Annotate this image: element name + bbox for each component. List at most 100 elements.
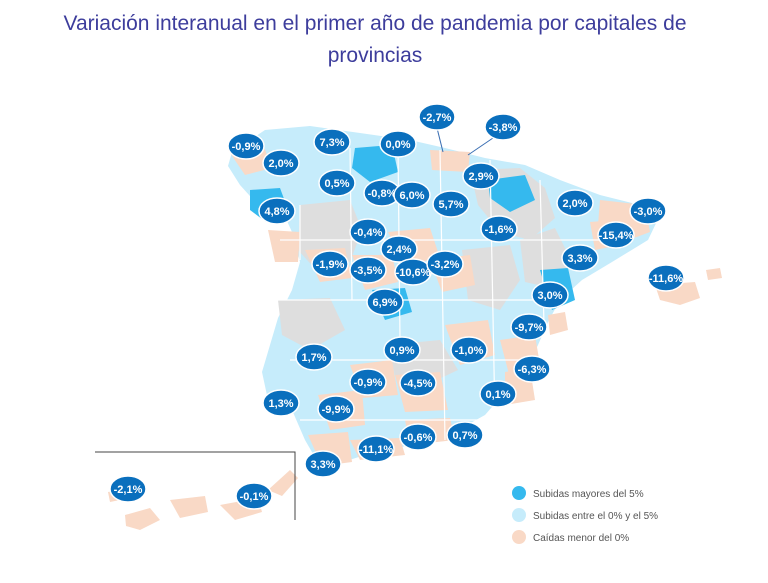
value-badge: -15,4% — [597, 221, 635, 249]
badge-value: -1,6% — [485, 224, 514, 236]
badge-value: 0,7% — [452, 430, 477, 442]
value-badge: -0,9% — [227, 132, 265, 160]
badge-bubble — [513, 355, 551, 383]
badge-bubble — [531, 281, 569, 309]
badge-value: -11,1% — [359, 444, 393, 456]
badge-value: 2,0% — [268, 158, 293, 170]
badge-value: -3,5% — [354, 265, 383, 277]
badge-bubble — [450, 336, 488, 364]
value-badge: -1,0% — [450, 336, 488, 364]
value-badge: 1,7% — [295, 343, 333, 371]
badge-value: 4,8% — [264, 206, 289, 218]
badge-bubble — [313, 128, 351, 156]
value-badge: -1,9% — [311, 250, 349, 278]
region-below0-pais-vasco — [430, 150, 470, 172]
legend-item: Subidas entre el 0% y el 5% — [512, 508, 658, 522]
badge-bubble — [304, 450, 342, 478]
badge-value: 3,3% — [310, 459, 335, 471]
region-nodata-aragon — [462, 245, 520, 310]
value-badge: -2,1% — [109, 475, 147, 503]
value-badge: 0,9% — [383, 336, 421, 364]
value-badge: -0,1% — [235, 482, 273, 510]
region-nodata-west — [278, 298, 345, 350]
badge-bubble — [317, 395, 355, 423]
value-badge: -1,6% — [480, 215, 518, 243]
value-badge: -9,7% — [510, 313, 548, 341]
badge-bubble — [399, 423, 437, 451]
badge-bubble — [366, 288, 404, 316]
legend-label: Caídas menor del 0% — [533, 533, 629, 544]
value-badge: -0,4% — [349, 218, 387, 246]
value-badge: -0,6% — [399, 423, 437, 451]
badge-value: 3,3% — [567, 253, 592, 265]
badge-value: -3,0% — [634, 206, 663, 218]
badge-value: 6,9% — [372, 297, 397, 309]
badge-bubble — [258, 197, 296, 225]
badge-bubble — [262, 149, 300, 177]
badge-bubble — [318, 169, 356, 197]
leader-line — [467, 137, 494, 156]
value-badge: 0,1% — [479, 380, 517, 408]
badge-bubble — [311, 250, 349, 278]
badge-value: -3,8% — [489, 122, 518, 134]
badge-bubble — [480, 215, 518, 243]
map-title: Variación interanual en el primer año de… — [63, 12, 687, 67]
badge-value: -6,3% — [518, 364, 547, 376]
value-badge: 3,0% — [531, 281, 569, 309]
badge-value: -0,9% — [232, 141, 261, 153]
badge-bubble — [393, 181, 431, 209]
canary-islands-frame — [95, 451, 296, 520]
value-badge: -9,9% — [317, 395, 355, 423]
badge-value: 2,0% — [562, 198, 587, 210]
badge-bubble — [446, 421, 484, 449]
badge-bubble — [479, 380, 517, 408]
value-badge: 2,4% — [380, 235, 418, 263]
value-badge: -0,9% — [349, 368, 387, 396]
value-badge: -6,3% — [513, 355, 551, 383]
badge-bubble — [647, 264, 685, 292]
badge-value: -0,9% — [354, 377, 383, 389]
badge-bubble — [426, 250, 464, 278]
value-badge: -3,5% — [349, 256, 387, 284]
badge-bubble — [561, 244, 599, 272]
badge-value: -2,7% — [423, 112, 452, 124]
value-badge: -3,0% — [629, 197, 667, 225]
badge-value: 0,5% — [324, 178, 349, 190]
value-badge: -11,1% — [357, 435, 395, 463]
badge-bubble — [357, 435, 395, 463]
badge-value: 1,7% — [301, 352, 326, 364]
legend: Subidas mayores del 5% Subidas entre el 0… — [512, 486, 658, 544]
value-badge: 2,0% — [556, 189, 594, 217]
region-canarias-1 — [125, 508, 160, 530]
badge-bubble — [629, 197, 667, 225]
badge-value: -11,6% — [649, 273, 683, 285]
legend-swatch — [512, 508, 526, 522]
value-badges: -0,9% 7,3% 0,0% -2,7% -3,8% 2,0% 0,5% -0,8% 6,0%… — [109, 103, 685, 510]
value-badge: -4,5% — [399, 369, 437, 397]
badge-bubble — [510, 313, 548, 341]
badge-value: -0,1% — [240, 491, 269, 503]
region-menorca — [706, 268, 722, 280]
province-border — [489, 159, 496, 421]
badge-bubble — [432, 190, 470, 218]
badge-bubble — [484, 113, 522, 141]
badge-bubble — [597, 221, 635, 249]
value-badge: -3,2% — [426, 250, 464, 278]
region-canarias-4 — [268, 470, 298, 496]
legend-label: Subidas entre el 0% y el 5% — [533, 511, 658, 522]
badge-bubble — [399, 369, 437, 397]
badge-value: -0,4% — [354, 227, 383, 239]
value-badge: 2,9% — [462, 162, 500, 190]
badge-value: -0,8% — [368, 188, 397, 200]
value-badge: -2,7% — [418, 103, 456, 131]
badge-bubble — [262, 389, 300, 417]
value-badge: 5,7% — [432, 190, 470, 218]
value-badge: 4,8% — [258, 197, 296, 225]
badge-bubble — [235, 482, 273, 510]
badge-value: 1,3% — [268, 398, 293, 410]
region-below0-galicia-s — [268, 230, 300, 262]
badge-value: 5,7% — [438, 199, 463, 211]
badge-value: -9,7% — [515, 322, 544, 334]
legend-swatch — [512, 486, 526, 500]
